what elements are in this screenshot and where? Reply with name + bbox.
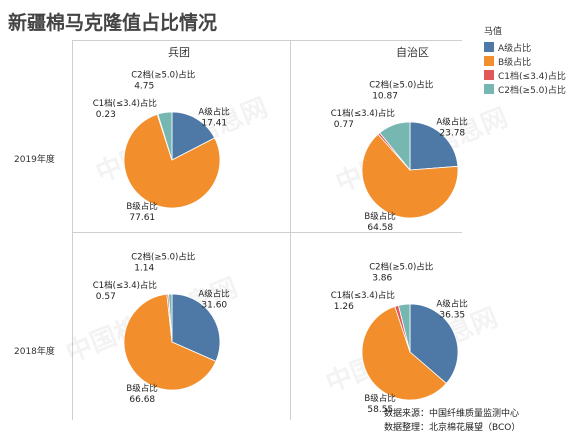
pie-label-2018-zizhiqu-c1: C1档(≤3.4)占比 xyxy=(331,290,395,301)
pie-label-2018-bingtuan-c2: C2档(≥5.0)占比 xyxy=(131,251,195,262)
legend-item-b: B级占比 xyxy=(484,54,566,68)
pie-value-2019-bingtuan-c2: 4.75 xyxy=(134,81,154,91)
pie-label-2018-zizhiqu-b: B级占比 xyxy=(364,393,395,404)
column-header-zizhiqu: 自治区 xyxy=(396,46,429,59)
pie-label-2019-bingtuan-a: A级占比 xyxy=(198,106,229,117)
pie-value-2019-zizhiqu-a: 23.78 xyxy=(439,128,465,138)
chart-title: 新疆棉马克隆值占比情况 xyxy=(8,12,218,34)
pie-value-2018-zizhiqu-a: 36.35 xyxy=(439,310,465,320)
row-label-2019: 2019年度 xyxy=(14,155,55,165)
pie-value-2018-zizhiqu-b: 58.55 xyxy=(367,405,393,415)
pie-slice-2019-bingtuan-c2 xyxy=(157,111,173,161)
legend-item-c1: C1档(≤3.4)占比 xyxy=(484,68,566,82)
source-line-2: 数据整理：北京棉花展望（BCO） xyxy=(384,423,521,433)
pie-label-2018-bingtuan-b: B级占比 xyxy=(126,383,157,394)
pie-label-2018-zizhiqu-c2: C2档(≥5.0)占比 xyxy=(369,261,433,272)
legend-label-b: B级占比 xyxy=(498,57,532,68)
pie-label-2018-bingtuan-a: A级占比 xyxy=(198,288,229,299)
pie-slice-2018-bingtuan-a xyxy=(171,293,221,362)
legend-label-c2: C2档(≥5.0)占比 xyxy=(498,85,566,96)
pie-value-2019-zizhiqu-b: 64.58 xyxy=(367,223,393,233)
pie-label-2019-bingtuan-c1: C1档(≤3.4)占比 xyxy=(93,98,157,109)
legend-item-c2: C2档(≥5.0)占比 xyxy=(484,82,566,96)
pie-label-2019-zizhiqu-a: A级占比 xyxy=(436,116,467,127)
legend-swatch-b xyxy=(484,56,494,66)
legend-swatch-a xyxy=(484,42,494,52)
pie-slice-2019-zizhiqu-a xyxy=(409,121,459,171)
pie-slice-2018-zizhiqu-c2 xyxy=(397,303,411,353)
pie-label-2019-bingtuan-c2: C2档(≥5.0)占比 xyxy=(131,69,195,80)
pie-value-2019-bingtuan-c1: 0.23 xyxy=(96,110,116,120)
column-header-bingtuan: 兵团 xyxy=(168,46,190,59)
pie-label-2019-zizhiqu-b: B级占比 xyxy=(364,211,395,222)
legend: 马值 A级占比 B级占比 C1档(≤3.4)占比 C2档(≥5.0)占比 xyxy=(484,24,566,96)
row-label-2018: 2018年度 xyxy=(14,347,55,357)
pie-label-2018-zizhiqu-a: A级占比 xyxy=(436,298,467,309)
grid-line-middle xyxy=(72,232,462,233)
grid-line-left xyxy=(72,40,73,420)
pie-value-2019-zizhiqu-c1: 0.77 xyxy=(334,120,354,130)
legend-label-c1: C1档(≤3.4)占比 xyxy=(498,71,566,82)
pie-label-2019-zizhiqu-c1: C1档(≤3.4)占比 xyxy=(331,108,395,119)
pie-value-2018-zizhiqu-c1: 1.26 xyxy=(334,302,354,312)
pie-label-2018-bingtuan-c1: C1档(≤3.4)占比 xyxy=(93,280,157,291)
pie-slice-2019-zizhiqu-c2 xyxy=(379,121,411,172)
pie-value-2018-bingtuan-c2: 1.14 xyxy=(134,263,154,273)
pie-slice-2019-bingtuan-b xyxy=(123,113,221,209)
legend-item-a: A级占比 xyxy=(484,40,566,54)
pie-slice-2018-zizhiqu-b xyxy=(361,305,447,401)
pie-label-2019-bingtuan-b: B级占比 xyxy=(126,201,157,212)
pie-value-2018-zizhiqu-c2: 3.86 xyxy=(372,273,392,283)
legend-swatch-c2 xyxy=(484,84,494,94)
pie-slice-2019-zizhiqu-b xyxy=(361,133,459,219)
pie-slice-2018-bingtuan-c2 xyxy=(168,293,173,343)
pie-slice-2018-zizhiqu-a xyxy=(409,303,459,384)
pie-value-2018-bingtuan-a: 31.60 xyxy=(201,300,227,310)
pie-value-2018-bingtuan-c1: 0.57 xyxy=(96,292,116,302)
pie-value-2019-bingtuan-b: 77.61 xyxy=(129,213,155,223)
legend-swatch-c1 xyxy=(484,70,494,80)
pie-slice-2019-bingtuan-a xyxy=(171,111,216,161)
source-line-1: 数据来源：中国纤维质量监测中心 xyxy=(384,409,520,419)
pie-value-2018-bingtuan-b: 66.68 xyxy=(129,395,155,405)
pie-value-2019-zizhiqu-c2: 10.87 xyxy=(372,91,398,101)
pie-label-2019-zizhiqu-c2: C2档(≥5.0)占比 xyxy=(369,79,433,90)
legend-label-a: A级占比 xyxy=(498,43,532,54)
grid-line-center xyxy=(290,40,291,420)
pie-slice-2018-bingtuan-b xyxy=(123,293,217,391)
pie-value-2019-bingtuan-a: 17.41 xyxy=(201,118,227,128)
grid-line-top xyxy=(72,40,462,41)
legend-title: 马值 xyxy=(484,27,503,37)
